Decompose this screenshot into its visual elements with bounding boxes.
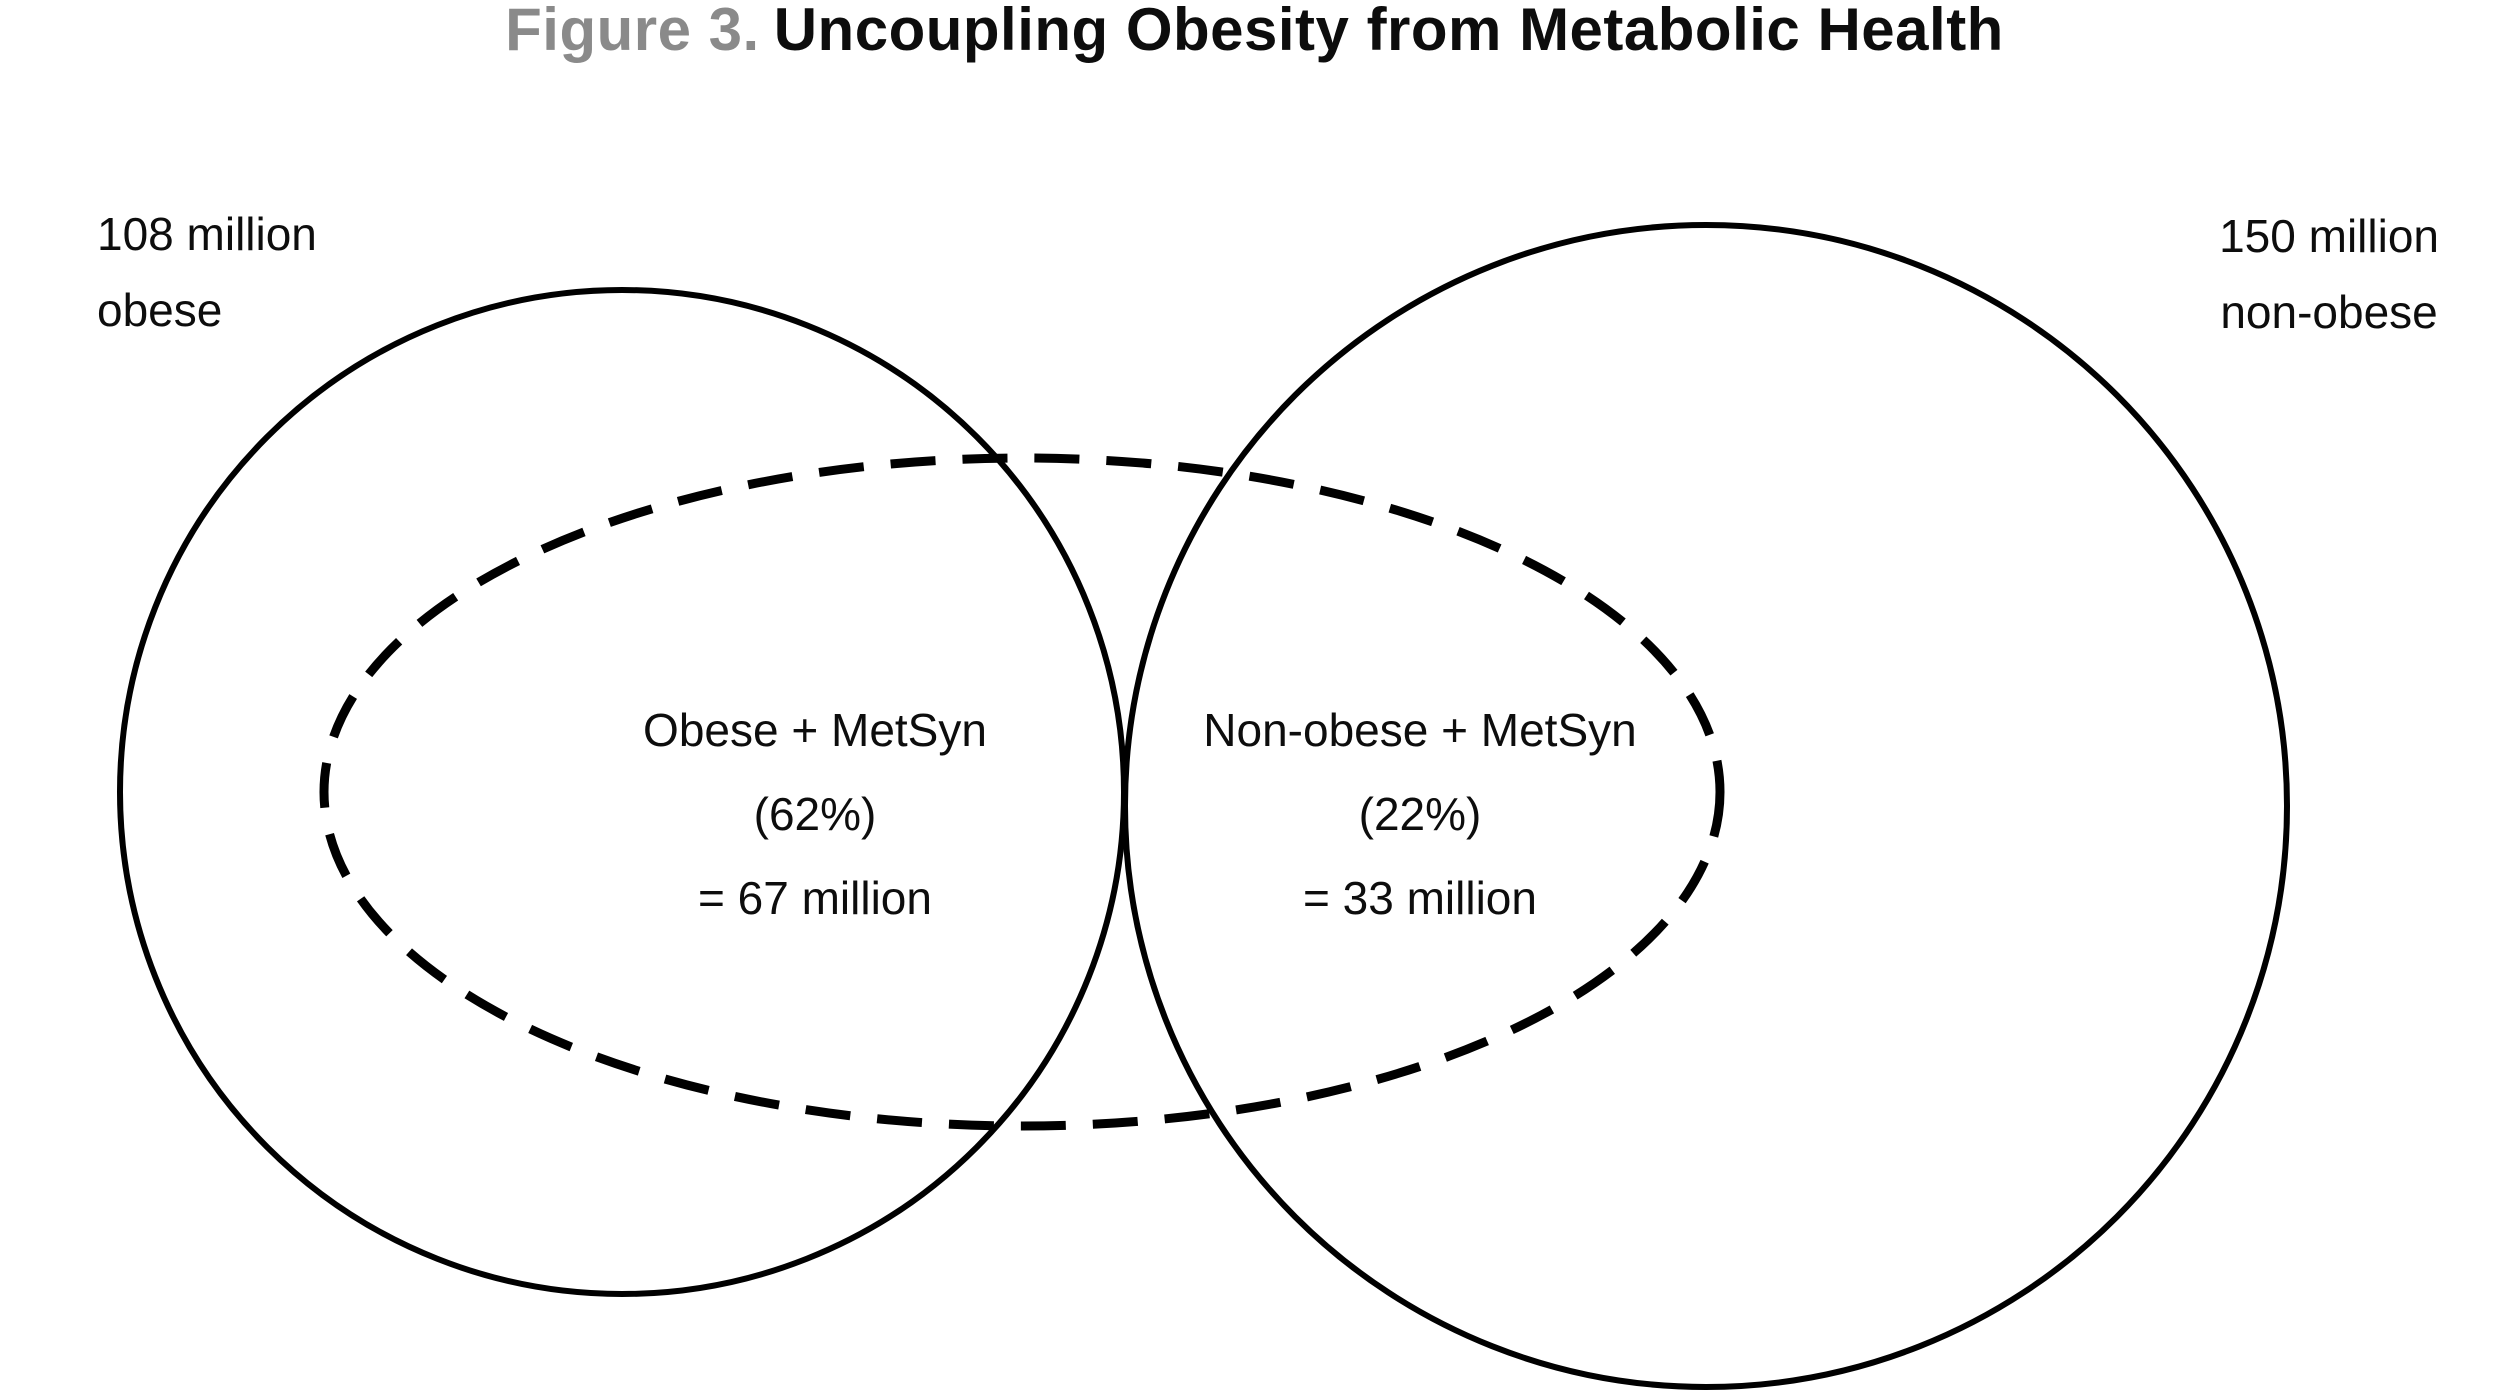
obese-metsyn-count: = 67 million [698, 872, 932, 924]
obese-word: obese [97, 284, 223, 336]
metsyn-dashed-ellipse [319, 453, 1725, 1131]
non-obese-word: non-obese [2220, 286, 2438, 338]
obese-circle-label: 108 million obese [97, 196, 317, 348]
figure-number: Figure 3. [505, 0, 760, 63]
non-obese-circle-label: 150 million non-obese [2219, 198, 2439, 350]
obese-metsyn-percent: (62%) [753, 788, 877, 840]
non-obese-circle-outline [1122, 222, 2290, 1390]
non-obese-count: 150 million [2219, 210, 2439, 262]
non-obese-metsyn-region-label: Non-obese + MetSyn (22%) = 33 million [1203, 688, 1636, 940]
non-obese-metsyn-count: = 33 million [1303, 872, 1537, 924]
obese-count: 108 million [97, 208, 317, 260]
figure-title-text: Uncoupling Obesity from Metabolic Health [773, 0, 2004, 63]
obese-metsyn-region-label: Obese + MetSyn (62%) = 67 million [643, 688, 987, 940]
non-obese-metsyn-name: Non-obese + MetSyn [1203, 704, 1637, 756]
figure-title: Figure 3. Uncoupling Obesity from Metabol… [0, 0, 2509, 66]
obese-metsyn-name: Obese + MetSyn [643, 704, 987, 756]
non-obese-metsyn-percent: (22%) [1358, 788, 1482, 840]
